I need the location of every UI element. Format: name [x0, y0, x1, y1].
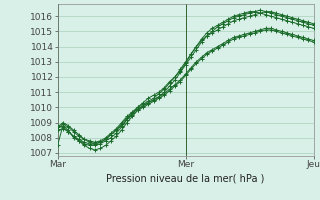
X-axis label: Pression niveau de la mer( hPa ): Pression niveau de la mer( hPa ): [107, 173, 265, 183]
